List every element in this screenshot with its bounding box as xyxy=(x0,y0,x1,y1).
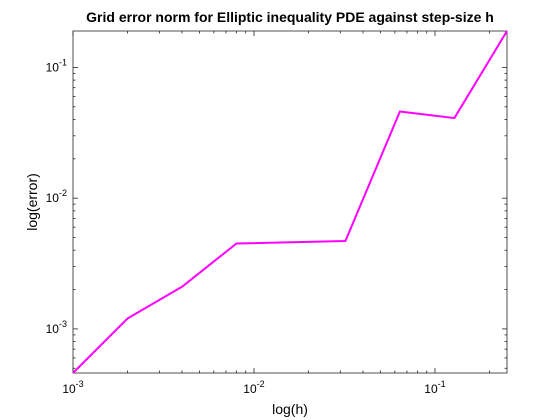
x-tick-label: 10-2 xyxy=(243,379,264,396)
x-tick-label: 10-1 xyxy=(424,379,445,396)
series-layer xyxy=(72,30,508,374)
x-axis-label: log(h) xyxy=(272,401,308,417)
y-tick-label: 10-1 xyxy=(46,57,67,74)
x-tick-label: 10-3 xyxy=(62,379,83,396)
y-tick-label: 10-2 xyxy=(46,188,67,205)
chart-title: Grid error norm for Elliptic inequality … xyxy=(86,9,494,25)
series-line-0 xyxy=(72,30,508,374)
axis-ticks: 10-3 10-2 10-1 10-3 10-2 10-1 xyxy=(46,31,507,396)
y-tick-label: 10-3 xyxy=(46,319,67,336)
y-axis-label: log(error) xyxy=(24,173,40,231)
plot-area xyxy=(72,30,508,374)
